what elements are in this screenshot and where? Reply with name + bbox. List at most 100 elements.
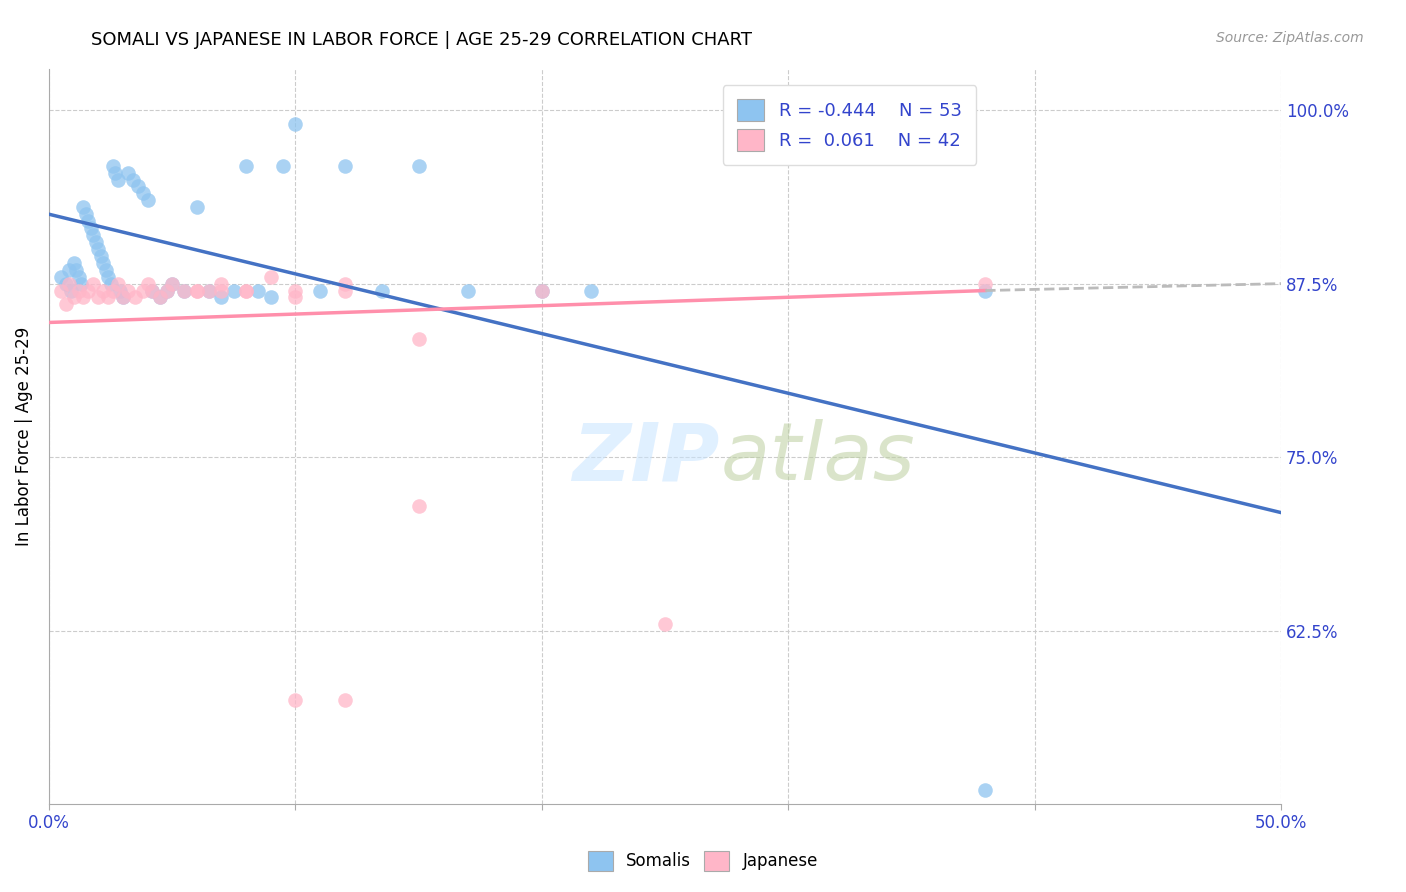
Point [260, 269, 283, 284]
Point [55, 297, 77, 311]
Text: SOMALI VS JAPANESE IN LABOR FORCE | AGE 25-29 CORRELATION CHART: SOMALI VS JAPANESE IN LABOR FORCE | AGE … [91, 31, 752, 49]
Point [117, 284, 139, 298]
Point [235, 159, 257, 173]
Point [173, 284, 195, 298]
Point [107, 172, 129, 186]
Point [131, 284, 153, 298]
Point [111, 291, 134, 305]
Point [72, 200, 94, 214]
Point [260, 291, 283, 305]
Point [94, 262, 117, 277]
Point [156, 284, 179, 298]
Point [72, 291, 94, 305]
Legend: R = -0.444    N = 53, R =  0.061    N = 42: R = -0.444 N = 53, R = 0.061 N = 42 [723, 85, 976, 165]
Point [136, 194, 159, 208]
Y-axis label: In Labor Force | Age 25-29: In Labor Force | Age 25-29 [15, 326, 32, 546]
Point [107, 277, 129, 291]
Point [974, 284, 997, 298]
Point [271, 159, 294, 173]
Point [235, 284, 257, 298]
Point [84, 235, 107, 249]
Point [77, 284, 100, 298]
Point [87, 242, 110, 256]
Point [198, 284, 221, 298]
Point [974, 277, 997, 291]
Point [110, 284, 132, 298]
Point [70, 277, 93, 291]
Text: ZIP: ZIP [572, 419, 720, 498]
Point [284, 291, 307, 305]
Point [75, 207, 97, 221]
Point [247, 284, 270, 298]
Point [186, 200, 208, 214]
Point [173, 284, 195, 298]
Point [284, 117, 307, 131]
Point [141, 284, 163, 298]
Text: Source: ZipAtlas.com: Source: ZipAtlas.com [1216, 31, 1364, 45]
Point [127, 179, 149, 194]
Point [160, 277, 183, 291]
Point [97, 269, 120, 284]
Point [65, 262, 87, 277]
Point [51, 269, 73, 284]
Point [87, 291, 110, 305]
Point [141, 284, 163, 298]
Point [198, 284, 221, 298]
Point [60, 284, 83, 298]
Point [55, 277, 77, 291]
Text: atlas: atlas [720, 419, 915, 498]
Point [91, 284, 114, 298]
Point [67, 284, 90, 298]
Point [408, 332, 430, 346]
Point [80, 221, 103, 235]
Point [333, 693, 356, 707]
Point [222, 284, 245, 298]
Point [408, 499, 430, 513]
Point [91, 256, 114, 270]
Point [100, 277, 122, 291]
Point [149, 291, 172, 305]
Point [333, 284, 356, 298]
Point [104, 165, 127, 179]
Point [62, 256, 84, 270]
Point [530, 284, 553, 298]
Point [77, 214, 100, 228]
Point [530, 284, 553, 298]
Point [58, 277, 80, 291]
Point [156, 284, 179, 298]
Point [211, 291, 233, 305]
Point [97, 291, 120, 305]
Legend: Somalis, Japanese: Somalis, Japanese [579, 842, 827, 880]
Point [235, 284, 257, 298]
Point [284, 284, 307, 298]
Point [974, 783, 997, 797]
Point [101, 284, 124, 298]
Point [579, 284, 602, 298]
Point [117, 165, 139, 179]
Point [333, 159, 356, 173]
Point [284, 693, 307, 707]
Point [101, 159, 124, 173]
Point [111, 291, 134, 305]
Point [211, 277, 233, 291]
Point [131, 186, 153, 201]
Point [333, 277, 356, 291]
Point [90, 249, 112, 263]
Point [160, 277, 183, 291]
Point [186, 284, 208, 298]
Point [211, 284, 233, 298]
Point [67, 269, 90, 284]
Point [309, 284, 332, 298]
Point [408, 159, 430, 173]
Point [149, 291, 172, 305]
Point [121, 172, 143, 186]
Point [62, 291, 84, 305]
Point [124, 291, 146, 305]
Point [51, 284, 73, 298]
Point [136, 277, 159, 291]
Point [370, 284, 392, 298]
Point [82, 277, 104, 291]
Point [58, 262, 80, 277]
Point [82, 227, 104, 242]
Point [654, 616, 676, 631]
